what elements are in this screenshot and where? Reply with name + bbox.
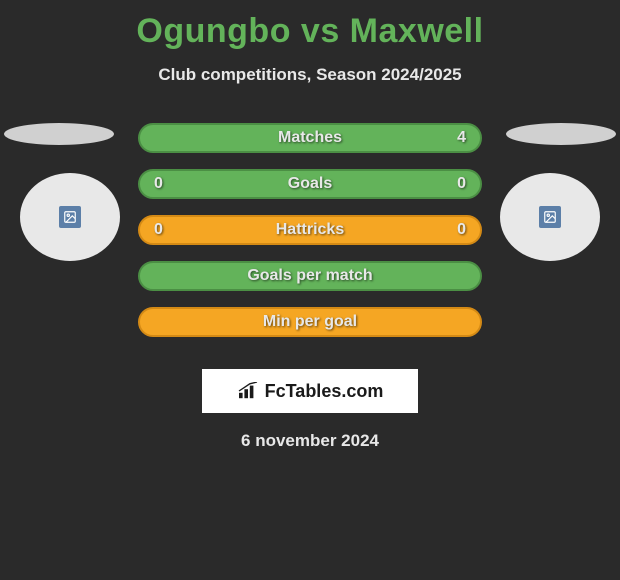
date-label: 6 november 2024: [0, 413, 620, 451]
stat-label: Goals: [288, 175, 332, 193]
stat-left-value: 0: [154, 175, 163, 193]
player-right-shadow: [506, 123, 616, 145]
stat-label: Min per goal: [263, 313, 357, 331]
stat-label: Hattricks: [276, 221, 344, 239]
stats-list: Matches 4 0 Goals 0 0 Hattricks 0 Goals …: [138, 123, 482, 353]
stat-row-min-per-goal: Min per goal: [138, 307, 482, 337]
image-placeholder-icon: [539, 206, 561, 228]
stat-label: Goals per match: [247, 267, 372, 285]
stat-left-value: 0: [154, 221, 163, 239]
player-left-avatar: [20, 173, 120, 261]
stat-row-goals: 0 Goals 0: [138, 169, 482, 199]
stat-row-goals-per-match: Goals per match: [138, 261, 482, 291]
stat-row-hattricks: 0 Hattricks 0: [138, 215, 482, 245]
image-placeholder-icon: [59, 206, 81, 228]
stat-right-value: 0: [457, 221, 466, 239]
chart-icon: [237, 382, 259, 400]
page-subtitle: Club competitions, Season 2024/2025: [0, 51, 620, 109]
comparison-area: Matches 4 0 Goals 0 0 Hattricks 0 Goals …: [0, 109, 620, 369]
logo-text: FcTables.com: [265, 381, 384, 402]
stat-right-value: 0: [457, 175, 466, 193]
player-right-avatar: [500, 173, 600, 261]
stat-label: Matches: [278, 129, 342, 147]
stat-right-value: 4: [457, 129, 466, 147]
page-title: Ogungbo vs Maxwell: [0, 0, 620, 51]
stat-row-matches: Matches 4: [138, 123, 482, 153]
player-left-shadow: [4, 123, 114, 145]
fctables-logo: FcTables.com: [202, 369, 418, 413]
